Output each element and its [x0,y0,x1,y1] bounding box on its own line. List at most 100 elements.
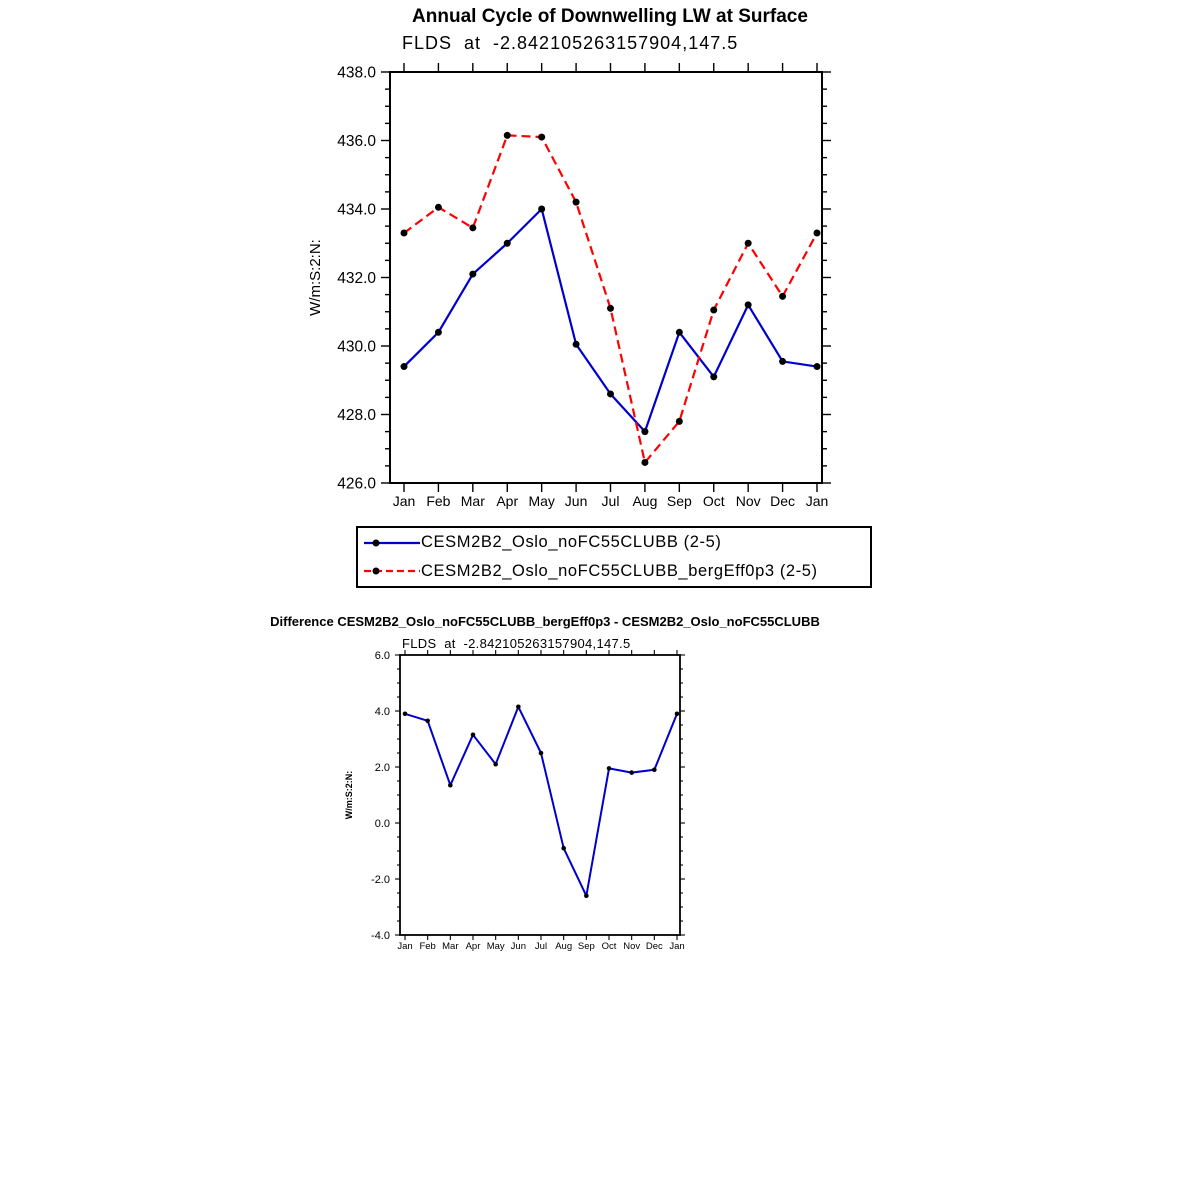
x-tick-label: Jan [669,941,684,952]
legend-entry: CESM2B2_Oslo_noFC55CLUBB_bergEff0p3 (2-5… [358,557,870,585]
series-marker [606,766,612,771]
legend-marker [372,539,380,547]
difference-chart-title: Difference CESM2B2_Oslo_noFC55CLUBB_berg… [270,614,820,629]
series-line-0 [404,705,678,897]
difference-plot: -4.0 -2.0 0.0 2.0 4.0 6.0 Jan Feb Mar Apr May Jun Ju… [344,650,685,952]
legend-line-sample [364,539,420,547]
series-marker [493,761,498,767]
series-marker [503,131,511,139]
y-tick-label: 426.0 [337,475,376,492]
top-chart-subtitle: FLDS at -2.842105263157904,147.5 [402,33,739,53]
y-tick-label: 432.0 [337,270,376,287]
y-axis-label: W/m:S:2:N: [307,239,324,316]
series-marker [425,718,430,724]
series-marker [538,750,544,756]
x-tick-label: May [487,941,505,952]
x-tick-label: Dec [770,493,795,509]
series-marker [641,428,649,436]
series-marker [470,732,476,738]
x-tick-label: Apr [496,493,518,509]
x-tick-label: Nov [623,941,640,952]
y-tick-label: -2.0 [371,874,390,886]
series-marker [813,363,821,371]
y-tick-label: 436.0 [337,133,376,150]
x-tick-label: Aug [632,493,657,509]
plot-frame [389,71,823,484]
x-tick-label: Jan [393,493,416,509]
x-tick-label: Sep [578,941,595,952]
x-tick-label: Oct [703,493,725,509]
difference-chart-subtitle: FLDS at -2.842105263157904,147.5 [402,636,631,651]
y-tick-label: -4.0 [371,930,390,942]
series-line-0 [403,207,818,433]
series-marker [607,304,614,312]
series-marker [402,711,408,717]
x-tick-label: Feb [419,941,435,952]
top-chart-title: Annual Cycle of Downwelling LW at Surfac… [412,6,808,27]
series-marker [779,357,787,365]
series-marker [744,301,752,309]
series-marker [641,458,649,466]
series-marker [469,224,477,232]
series-marker [744,239,752,247]
series-marker [675,417,683,425]
x-tick-label: Nov [736,493,761,509]
y-tick-label: 0.0 [375,818,390,830]
legend-marker [372,567,380,575]
y-axis-label: W/m:S:2:N: [344,771,354,820]
x-tick-label: Jun [511,941,526,952]
series-marker [448,782,453,788]
x-tick-label: Jan [806,493,829,509]
legend-entry: CESM2B2_Oslo_noFC55CLUBB (2-5) [358,529,870,557]
series-marker [538,133,546,141]
x-tick-label: May [528,493,554,509]
series-marker [629,770,634,775]
y-tick-label: 434.0 [337,201,376,218]
x-tick-label: Mar [442,941,458,952]
annual-cycle-plot: 426.0 428.0 430.0 432.0 434.0 436.0 438.0 Jan Fe… [307,63,831,509]
x-tick-label: Dec [646,941,663,952]
series-marker [572,340,580,348]
y-tick-label: 6.0 [375,650,390,662]
x-tick-label: Sep [667,493,692,509]
x-tick-label: Feb [426,493,450,509]
x-tick-label: Jan [397,941,412,952]
x-tick-label: Oct [602,941,617,952]
legend: CESM2B2_Oslo_noFC55CLUBB (2-5) CESM2B2_O… [356,526,872,588]
series-marker [434,328,442,336]
series-marker [779,292,787,300]
y-tick-label: 4.0 [375,706,390,718]
series-marker [674,711,680,717]
y-tick-label: 428.0 [337,407,376,424]
y-tick-label: 430.0 [337,338,376,355]
plot-frame [399,654,681,936]
series-marker [710,306,718,314]
series-marker [813,229,821,237]
y-tick-label: 2.0 [375,762,390,774]
series-marker [675,328,683,336]
y-tick-label: 438.0 [337,64,376,81]
series-marker [572,198,580,206]
series-marker [652,767,657,773]
series-marker [516,704,521,710]
x-tick-label: Apr [466,941,481,952]
series-marker [607,390,614,398]
legend-line-sample [364,567,420,575]
x-tick-label: Mar [461,493,485,509]
x-tick-label: Jul [602,493,620,509]
legend-label: CESM2B2_Oslo_noFC55CLUBB_bergEff0p3 (2-5… [421,561,818,580]
series-marker [434,203,442,211]
series-marker [561,845,566,851]
series-marker [400,229,408,237]
series-line-1 [403,134,818,464]
series-marker [710,373,718,381]
series-marker [584,893,589,899]
legend-label: CESM2B2_Oslo_noFC55CLUBB (2-5) [421,533,722,552]
series-marker [400,363,408,371]
series-marker [538,205,546,213]
x-tick-label: Aug [555,941,572,952]
series-marker [469,270,477,278]
x-tick-label: Jun [565,493,588,509]
